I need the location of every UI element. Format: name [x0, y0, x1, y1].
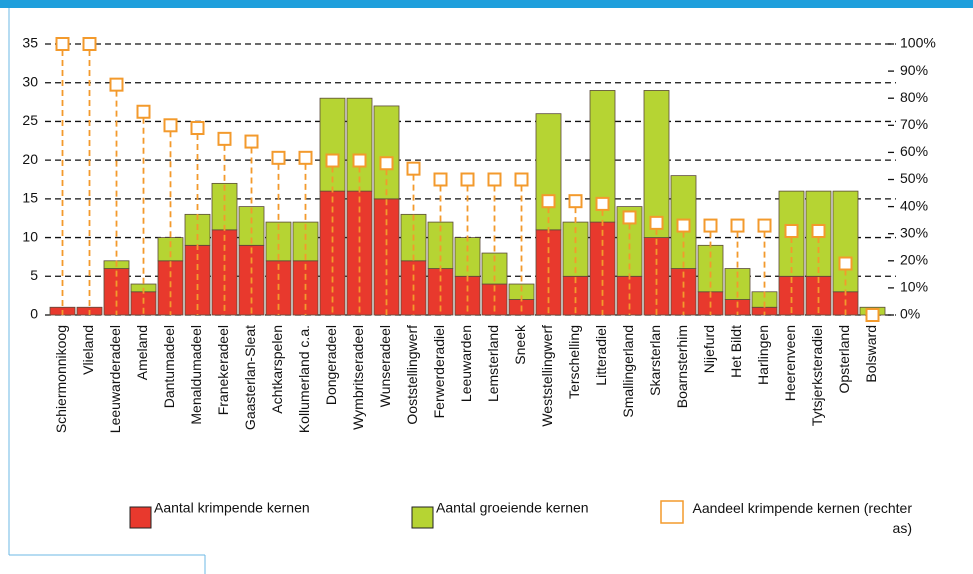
- marker: [568, 194, 583, 209]
- marker: [298, 150, 313, 165]
- x-tick-label: Sneek: [512, 324, 528, 365]
- x-tick-label: Wymbritseradeel: [350, 325, 366, 430]
- y2-tick-label: 90%: [900, 62, 928, 78]
- x-tick-label: Het Bildt: [728, 325, 744, 378]
- y-tick-label: 5: [30, 267, 38, 283]
- marker: [730, 218, 745, 233]
- marker: [433, 172, 448, 187]
- x-tick-label: Dongeradeel: [323, 325, 339, 405]
- y2-tick-label: 10%: [900, 279, 928, 295]
- y-tick-label: 20: [22, 151, 38, 167]
- x-tick-label: Bolsward: [863, 325, 879, 383]
- marker: [82, 37, 97, 51]
- bar: [535, 113, 562, 231]
- x-tick-label: Menaldumadeel: [188, 325, 204, 425]
- y2-tick-label: 30%: [900, 224, 928, 240]
- marker: [217, 131, 232, 146]
- x-tick-label: Ooststellingwerf: [404, 325, 420, 425]
- y-tick-label: 35: [22, 35, 38, 51]
- y2-tick-label: 40%: [900, 197, 928, 213]
- marker: [163, 118, 178, 133]
- marker: [757, 218, 772, 233]
- legend-label: Aandeel krimpende kernen (rechter as): [692, 500, 912, 536]
- y-tick-label: 25: [22, 112, 38, 128]
- x-tick-label: Franekeradeel: [215, 325, 231, 415]
- marker: [244, 134, 259, 149]
- y2-tick-label: 80%: [900, 89, 928, 105]
- marker: [622, 210, 637, 225]
- marker: [55, 37, 70, 51]
- top-band: [0, 0, 973, 8]
- bar: [211, 229, 238, 316]
- x-tick-label: Kollumerland c.a.: [296, 325, 312, 433]
- y-tick-label: 15: [22, 190, 38, 206]
- x-tick-label: Boarnsterhim: [674, 325, 690, 408]
- x-tick-label: Dantumadeel: [161, 325, 177, 408]
- legend-swatch: [129, 506, 152, 529]
- marker: [703, 218, 718, 233]
- x-tick-label: Achtkarspelen: [269, 325, 285, 414]
- x-tick-label: Heerenveen: [782, 325, 798, 401]
- y2-tick-label: 50%: [900, 170, 928, 186]
- y-tick-label: 10: [22, 228, 38, 244]
- bar: [346, 97, 373, 192]
- marker: [136, 104, 151, 119]
- marker: [190, 121, 205, 136]
- x-tick-label: Skarsterlan: [647, 325, 663, 396]
- legend-label: Aantal groeiende kernen: [436, 500, 589, 516]
- x-tick-label: Gaasterlan-Sleat: [242, 325, 258, 430]
- legend-swatch: [411, 506, 434, 529]
- marker: [352, 153, 367, 168]
- marker: [271, 150, 286, 165]
- y-tick-label: 30: [22, 73, 38, 89]
- marker: [784, 223, 799, 238]
- legend-label: Aantal krimpende kernen: [154, 500, 310, 516]
- marker: [460, 172, 475, 187]
- y-tick-label: 0: [30, 306, 38, 322]
- x-tick-label: Vlieland: [80, 325, 96, 375]
- y2-tick-label: 100%: [900, 35, 936, 51]
- marker: [649, 215, 664, 230]
- x-tick-label: Weststellingwerf: [539, 325, 555, 427]
- marker: [541, 194, 556, 209]
- bar: [319, 97, 346, 192]
- x-tick-label: Lemsterland: [485, 325, 501, 402]
- marker: [514, 172, 529, 187]
- marker: [109, 77, 124, 92]
- marker: [865, 308, 880, 322]
- marker: [676, 218, 691, 233]
- bar: [157, 237, 184, 262]
- bar: [832, 190, 859, 293]
- x-tick-label: Leeuwarden: [458, 325, 474, 402]
- x-tick-label: Leeuwarderadeel: [107, 325, 123, 433]
- x-tick-label: Wunseradeel: [377, 325, 393, 407]
- bar: [643, 90, 670, 238]
- marker: [838, 256, 853, 271]
- x-tick-label: Ameland: [134, 325, 150, 380]
- marker: [379, 156, 394, 171]
- x-tick-label: Litteradiel: [593, 325, 609, 386]
- marker: [595, 196, 610, 211]
- x-tick-label: Harlingen: [755, 325, 771, 385]
- y2-tick-label: 0%: [900, 306, 920, 322]
- y2-tick-label: 60%: [900, 143, 928, 159]
- y2-tick-label: 20%: [900, 252, 928, 268]
- y2-tick-label: 70%: [900, 116, 928, 132]
- marker: [325, 153, 340, 168]
- x-tick-label: Nijefurd: [701, 325, 717, 373]
- marker: [811, 223, 826, 238]
- marker: [487, 172, 502, 187]
- x-tick-label: Opsterland: [836, 325, 852, 393]
- x-tick-label: Tytsjerksteradiel: [809, 325, 825, 426]
- bar: [373, 198, 400, 316]
- x-tick-label: Smallingerland: [620, 325, 636, 418]
- x-tick-label: Schiermonnikoog: [53, 325, 69, 433]
- legend-swatch: [660, 500, 684, 524]
- x-tick-label: Terschelling: [566, 325, 582, 399]
- marker: [406, 161, 421, 176]
- x-tick-label: Ferwerderadiel: [431, 325, 447, 418]
